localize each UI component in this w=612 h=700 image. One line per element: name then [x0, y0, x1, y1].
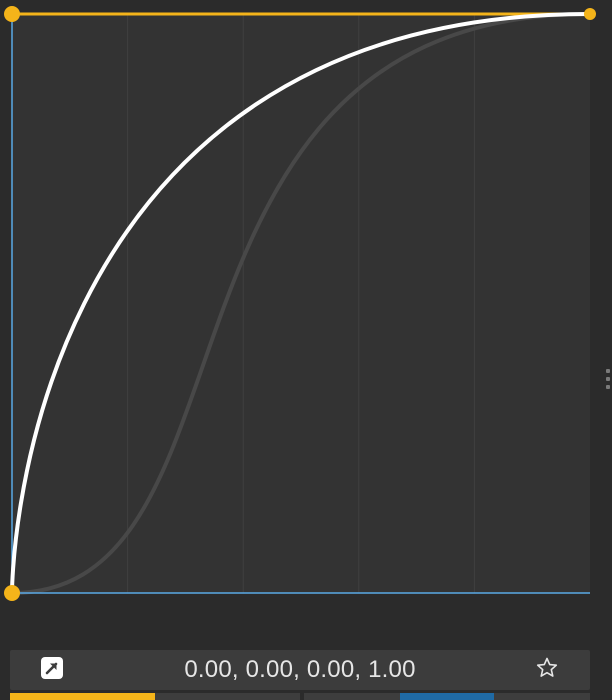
apply-button[interactable]	[40, 656, 64, 684]
plot-area	[12, 14, 590, 593]
curve-graph[interactable]	[0, 0, 612, 650]
preset-slot-1[interactable]	[10, 693, 300, 700]
control-point-end[interactable]	[584, 8, 596, 20]
easing-curve	[10, 12, 592, 595]
grip-dot	[606, 369, 610, 373]
preset-fill	[10, 693, 155, 700]
control-point-1[interactable]	[4, 585, 20, 601]
reference-curve	[11, 12, 591, 595]
bezier-value-text[interactable]: 0.00, 0.00, 0.00, 1.00	[184, 656, 416, 683]
grip-dot	[606, 385, 610, 389]
grid-lines	[127, 14, 475, 593]
star-outline-icon	[535, 656, 559, 685]
preset-fill	[399, 693, 495, 700]
external-link-arrow-icon	[41, 656, 63, 684]
curve-toolbar: 0.00, 0.00, 0.00, 1.00	[10, 650, 590, 690]
grip-dot	[606, 377, 610, 381]
favorite-button[interactable]	[535, 656, 559, 685]
panel-resize-handle[interactable]	[604, 369, 612, 389]
preset-slot-2[interactable]	[304, 693, 590, 700]
control-point-2[interactable]	[4, 6, 20, 22]
